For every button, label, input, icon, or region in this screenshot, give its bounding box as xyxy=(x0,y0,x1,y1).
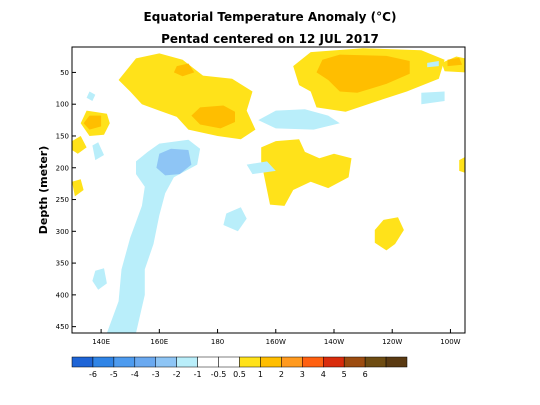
x-tick-label: 160E xyxy=(150,338,168,346)
colorbar-label: 5 xyxy=(342,370,347,379)
colorbar-label: -1 xyxy=(194,370,202,379)
colorbar-swatch xyxy=(155,356,177,368)
colorbar-label: -3 xyxy=(152,370,160,379)
anomaly-region-4 xyxy=(374,217,404,251)
colorbar-label: 0.5 xyxy=(233,370,246,379)
colorbar-swatch xyxy=(176,356,198,368)
y-tick-label: 100 xyxy=(56,101,69,109)
colorbar-swatch xyxy=(323,356,345,368)
anomaly-region-16 xyxy=(258,109,340,130)
x-axis: 140E 160E 180 160W 140W 120W 100W xyxy=(92,329,461,346)
y-tick-label: 50 xyxy=(60,69,69,77)
colorbar: -6 -5 -4 -3 -2 -1 -0.5 0.5 1 2 3 4 5 6 xyxy=(71,356,408,379)
y-tick-label: 450 xyxy=(56,323,69,331)
anomaly-region-5 xyxy=(72,136,87,154)
anomaly-region-22 xyxy=(427,61,439,68)
x-tick-label: 160W xyxy=(266,338,286,346)
colorbar-label: -5 xyxy=(110,370,118,379)
chart-subtitle: Pentad centered on 12 JUL 2017 xyxy=(161,32,379,46)
colorbar-label: -6 xyxy=(89,370,97,379)
y-tick-label: 350 xyxy=(56,260,69,268)
colorbar-label: 2 xyxy=(279,370,284,379)
colorbar-label: -0.5 xyxy=(211,370,227,379)
anomaly-region-21 xyxy=(86,91,96,101)
colorbar-swatch xyxy=(134,356,156,368)
colorbar-swatch xyxy=(113,356,136,368)
anomaly-region-19 xyxy=(92,268,107,290)
y-axis-label: Depth (meter) xyxy=(37,146,50,235)
x-tick-label: 180 xyxy=(211,338,224,346)
colorbar-label: -4 xyxy=(131,370,139,379)
colorbar-label: 4 xyxy=(321,370,326,379)
x-tick-label: 140W xyxy=(324,338,344,346)
anomaly-region-17 xyxy=(421,91,445,105)
colorbar-swatch xyxy=(281,356,303,368)
anomaly-regions xyxy=(72,48,465,333)
y-axis: 50 100 150 200 250 300 350 400 450 xyxy=(56,69,76,331)
plot-frame xyxy=(71,46,466,334)
colorbar-swatch xyxy=(92,356,115,368)
anomaly-region-3 xyxy=(261,139,352,206)
colorbar-label: -2 xyxy=(173,370,181,379)
colorbar-swatch xyxy=(364,356,387,368)
y-tick-label: 250 xyxy=(56,196,69,204)
anomaly-region-6 xyxy=(72,179,84,197)
colorbar-swatch xyxy=(302,356,324,368)
anomaly-region-18 xyxy=(92,142,104,161)
colorbar-swatch xyxy=(239,356,261,368)
chart-title: Equatorial Temperature Anomaly (°C) xyxy=(144,10,397,24)
colorbar-swatch xyxy=(260,356,282,368)
colorbar-label: 3 xyxy=(300,370,305,379)
y-tick-label: 200 xyxy=(56,164,69,172)
colorbar-label: 6 xyxy=(363,370,368,379)
colorbar-swatch xyxy=(343,356,366,368)
anomaly-region-12 xyxy=(173,63,195,77)
y-tick-label: 300 xyxy=(56,228,69,236)
x-tick-label: 100W xyxy=(440,338,460,346)
anomaly-region-11 xyxy=(83,115,102,130)
anomaly-region-20 xyxy=(246,161,276,175)
anomaly-region-9 xyxy=(316,54,410,93)
colorbar-swatch xyxy=(71,356,94,368)
y-tick-label: 400 xyxy=(56,291,69,299)
colorbar-swatch xyxy=(197,356,219,368)
x-tick-label: 120W xyxy=(382,338,402,346)
anomaly-region-13 xyxy=(447,57,463,67)
x-tick-label: 140E xyxy=(92,338,110,346)
anomaly-region-23 xyxy=(156,148,192,176)
anomaly-region-14 xyxy=(106,139,201,333)
colorbar-swatch xyxy=(218,356,240,368)
colorbar-swatch xyxy=(385,356,408,368)
anomaly-region-15 xyxy=(223,207,247,232)
colorbar-label: 1 xyxy=(258,370,263,379)
anomaly-region-10 xyxy=(191,105,235,129)
y-tick-label: 150 xyxy=(56,132,69,140)
anomaly-region-8 xyxy=(459,157,465,173)
